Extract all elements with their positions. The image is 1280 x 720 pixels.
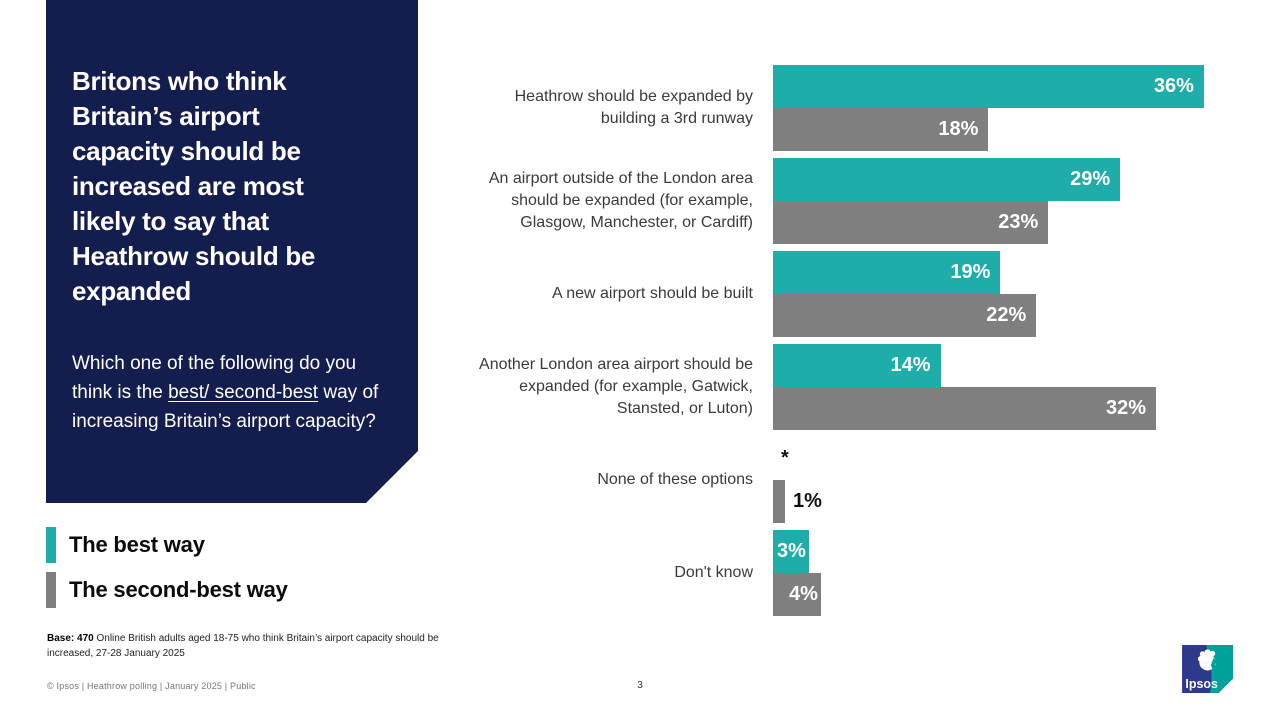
best-way-bar: 29%	[773, 158, 1121, 201]
bar-pair: 19% 22%	[773, 251, 1265, 337]
chart-row: A new airport should be built 19% 22%	[465, 251, 1265, 337]
page-title: Britons who think Britain’s airport capa…	[72, 66, 316, 306]
bar-chart: Heathrow should be expanded by building …	[465, 65, 1265, 623]
bar-value-label: 4%	[788, 583, 818, 605]
bar-pair: * 1%	[773, 437, 1265, 523]
chart-row: None of these options * 1%	[465, 437, 1265, 523]
second-best-way-bar: 23%	[773, 201, 1049, 244]
bar-value-label: 36%	[1153, 75, 1194, 97]
chart-row: An airport outside of the London area sh…	[465, 158, 1265, 244]
category-label: None of these options	[597, 471, 753, 488]
best-way-bar: 19%	[773, 251, 1001, 294]
question-underlined: best/ second-best	[168, 382, 319, 403]
second-best-way-bar: 32%	[773, 387, 1157, 430]
bar-pair: 14% 32%	[773, 344, 1265, 430]
bar-value-label: 1%	[792, 490, 822, 512]
base-note: Base: 470 Online British adults aged 18-…	[47, 631, 471, 661]
bar-value-label: 29%	[1070, 168, 1111, 190]
category-label: A new airport should be built	[551, 285, 753, 302]
bar-pair: 3% 4%	[773, 530, 1265, 616]
bar-pair: 29% 23%	[773, 158, 1265, 244]
chart-row: Don't know 3% 4%	[465, 530, 1265, 616]
legend-label-second-best: The second-best way	[69, 577, 288, 602]
chart-row: Another London area airport should be ex…	[465, 344, 1265, 430]
second-best-way-bar: 1%	[773, 480, 822, 523]
question-suffix: way of increasing Britain’s airport capa…	[72, 382, 379, 432]
bar-pair: 36% 18%	[773, 65, 1265, 151]
best-way-bar: 36%	[773, 65, 1204, 108]
legend-item-second-best: The second-best way	[46, 572, 288, 608]
bar-value-label: 18%	[938, 118, 979, 140]
ipsos-logo-icon: Ipsos	[1182, 645, 1233, 693]
category-label: Heathrow should be expanded by building …	[514, 88, 753, 127]
survey-question: Which one of the following do you think …	[72, 349, 392, 436]
second-best-way-bar: 4%	[773, 573, 821, 616]
bar-value-label: *	[781, 447, 789, 469]
best-way-swatch	[46, 527, 56, 563]
ipsos-logo: Ipsos	[1182, 645, 1233, 693]
base-note-text: Online British adults aged 18-75 who thi…	[47, 633, 439, 659]
category-label: Don't know	[674, 564, 753, 581]
bar-value-label: 14%	[890, 354, 931, 376]
best-way-bar: 3%	[773, 530, 809, 573]
page-number: 3	[637, 680, 643, 691]
second-best-way-swatch	[46, 572, 56, 608]
bar-value-label: 22%	[986, 304, 1027, 326]
logo-wordmark: Ipsos	[1185, 677, 1218, 691]
bar-value-label: 23%	[998, 211, 1039, 233]
category-label: Another London area airport should be ex…	[479, 356, 753, 417]
category-label: An airport outside of the London area sh…	[488, 170, 753, 231]
question-prefix: Which one of the following do you think …	[72, 353, 357, 403]
legend-label-best: The best way	[69, 532, 205, 557]
legend-item-best: The best way	[46, 527, 288, 563]
base-note-bold: Base: 470	[47, 633, 94, 644]
second-best-way-bar: 22%	[773, 294, 1037, 337]
legend: The best way The second-best way	[46, 527, 288, 617]
second-best-way-bar: 18%	[773, 108, 989, 151]
best-way-bar: 14%	[773, 344, 941, 387]
bar-value-label: 32%	[1106, 397, 1147, 419]
bar-value-label: 3%	[777, 540, 806, 562]
chart-row: Heathrow should be expanded by building …	[465, 65, 1265, 151]
title-box: Britons who think Britain’s airport capa…	[46, 0, 418, 503]
footer-text: © Ipsos | Heathrow polling | January 202…	[47, 681, 256, 691]
bar-value-label: 19%	[950, 261, 991, 283]
